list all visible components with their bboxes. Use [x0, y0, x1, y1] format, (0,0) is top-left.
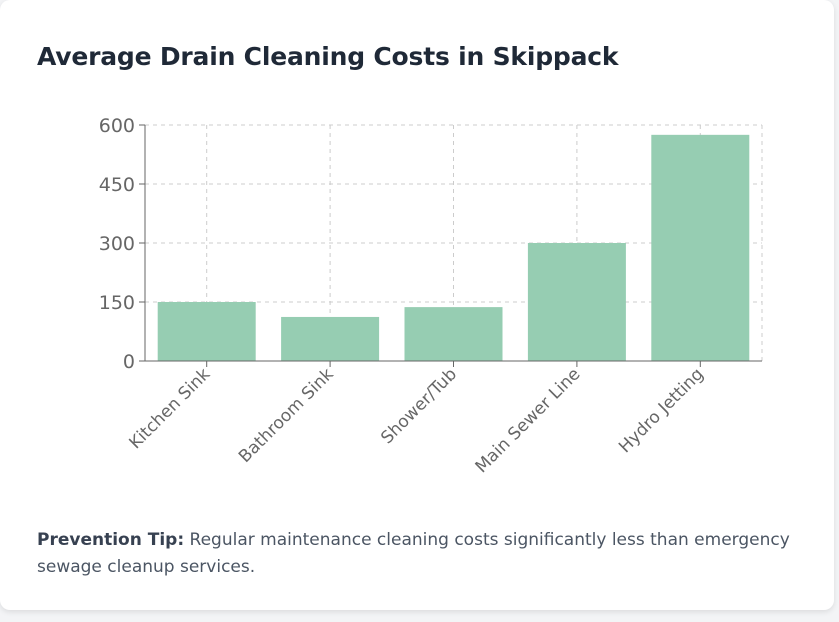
- y-tick-label: 450: [99, 174, 135, 196]
- x-tick-label: Hydro Jetting: [615, 364, 708, 457]
- tip-text: Regular maintenance cleaning costs signi…: [37, 530, 790, 577]
- tip-label: Prevention Tip:: [37, 530, 185, 550]
- bar: [157, 302, 256, 361]
- bar-chart: 0 150 300 450 600 Kitchen Sink Bathroom Sink Sh…: [99, 115, 763, 477]
- chart-title: Average Drain Cleaning Costs in Skippack: [37, 42, 619, 71]
- bar: [651, 134, 750, 361]
- y-tick-label: 0: [123, 351, 135, 373]
- x-tick-label: Bathroom Sink: [235, 364, 338, 467]
- x-tick-label: Shower/Tub: [377, 364, 461, 448]
- x-tick-label: Kitchen Sink: [126, 364, 215, 453]
- y-tick-label: 300: [99, 233, 135, 255]
- x-tick-label: Main Sewer Line: [472, 364, 585, 477]
- y-tick-label: 150: [99, 292, 135, 314]
- bar: [281, 316, 380, 361]
- bar: [527, 243, 626, 361]
- chart-card: Average Drain Cleaning Costs in Skippack…: [0, 0, 834, 610]
- prevention-tip: Prevention Tip: Regular maintenance clea…: [37, 527, 797, 581]
- bar: [404, 307, 503, 361]
- y-tick-label: 600: [99, 115, 135, 137]
